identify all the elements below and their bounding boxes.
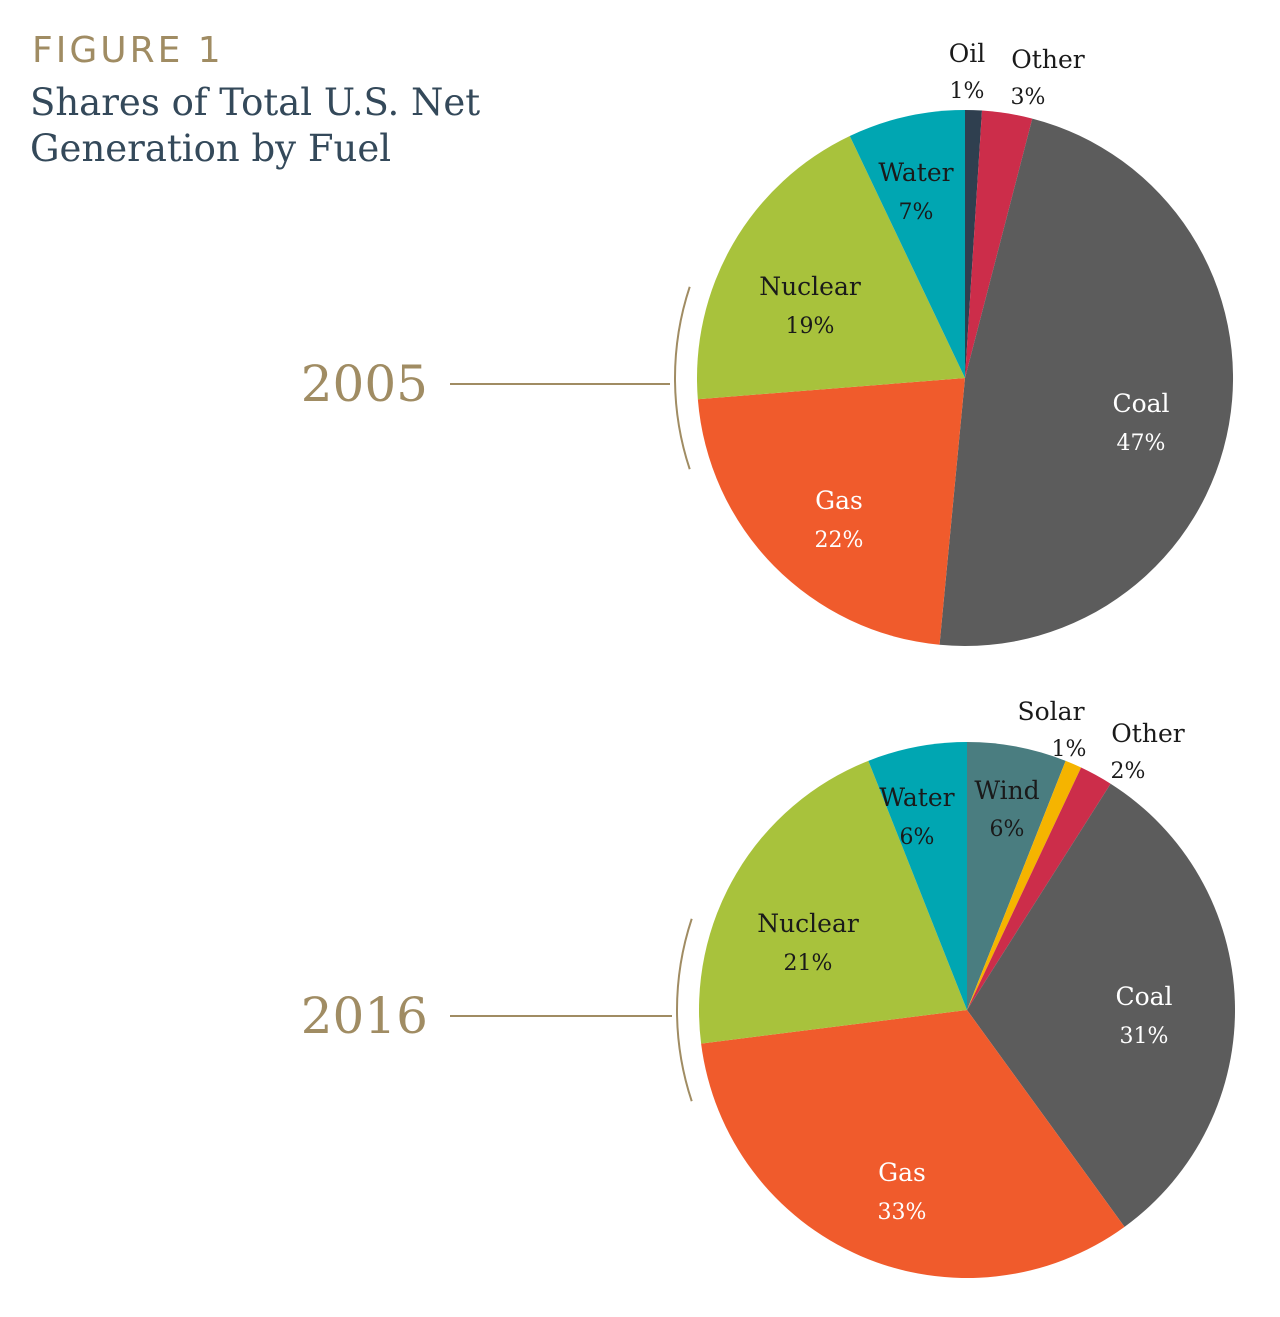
slice-nuclear-2005 [696,136,965,400]
slice-value-water-2005: 7% [899,200,934,225]
slice-value-gas-2005: 22% [815,528,864,553]
slice-label-other-2005: Other [1011,45,1084,74]
slice-label-solar-2016: Solar [1017,697,1084,726]
slice-coal-2005 [939,118,1234,647]
slice-value-water-2016: 6% [900,825,935,850]
slice-label-gas-2005: Gas [815,486,863,515]
slice-label-water-2005: Water [878,158,953,187]
slice-value-nuclear-2005: 19% [786,314,835,339]
slice-label-oil-2005: Oil [949,39,986,68]
slice-water-2016 [868,742,967,1010]
year-label-2016: 2016 [301,987,428,1045]
slice-label-nuclear-2005: Nuclear [759,272,861,301]
year-bracket-2016 [675,918,693,1102]
slice-value-solar-2016: 1% [1052,737,1087,762]
slice-label-coal-2005: Coal [1112,389,1169,418]
slice-value-oil-2005: 1% [950,79,985,104]
pie-2005: Oil 1% Other 3% Coal 47% Gas 22% Nuclear 19% Water… [301,39,1234,647]
slice-nuclear-2016 [698,760,967,1044]
slice-label-nuclear-2016: Nuclear [757,909,859,938]
slice-label-gas-2016: Gas [878,1158,926,1187]
slice-gas-2005 [697,378,965,645]
year-bracket-2005 [673,286,691,470]
pie-2016: Wind 6% Solar 1% Other 2% Coal 31% Gas 33% Nuclear… [301,697,1236,1279]
slice-oil-2005 [965,110,982,378]
slice-label-coal-2016: Coal [1115,982,1172,1011]
slice-value-coal-2016: 31% [1120,1024,1169,1049]
slice-wind-2016 [967,741,1066,1010]
slice-value-other-2005: 3% [1011,85,1046,110]
slice-coal-2016 [967,783,1236,1227]
slice-solar-2016 [967,760,1082,1010]
year-label-2005: 2005 [301,355,428,413]
slice-value-wind-2016: 6% [990,817,1025,842]
slice-value-nuclear-2016: 21% [784,951,833,976]
slice-value-other-2016: 2% [1111,759,1146,784]
slice-other-2016 [967,767,1111,1010]
slice-value-gas-2016: 33% [878,1200,927,1225]
slice-label-water-2016: Water [879,783,954,812]
slice-label-other-2016: Other [1111,719,1184,748]
slice-water-2005 [849,110,965,378]
slice-value-coal-2005: 47% [1117,431,1166,456]
chart-title: Shares of Total U.S. Net Generation by F… [30,81,481,170]
slice-label-wind-2016: Wind [974,776,1039,805]
slice-other-2005 [965,110,1033,378]
slice-gas-2016 [701,1010,1125,1279]
figure-label: FIGURE 1 [32,30,224,71]
